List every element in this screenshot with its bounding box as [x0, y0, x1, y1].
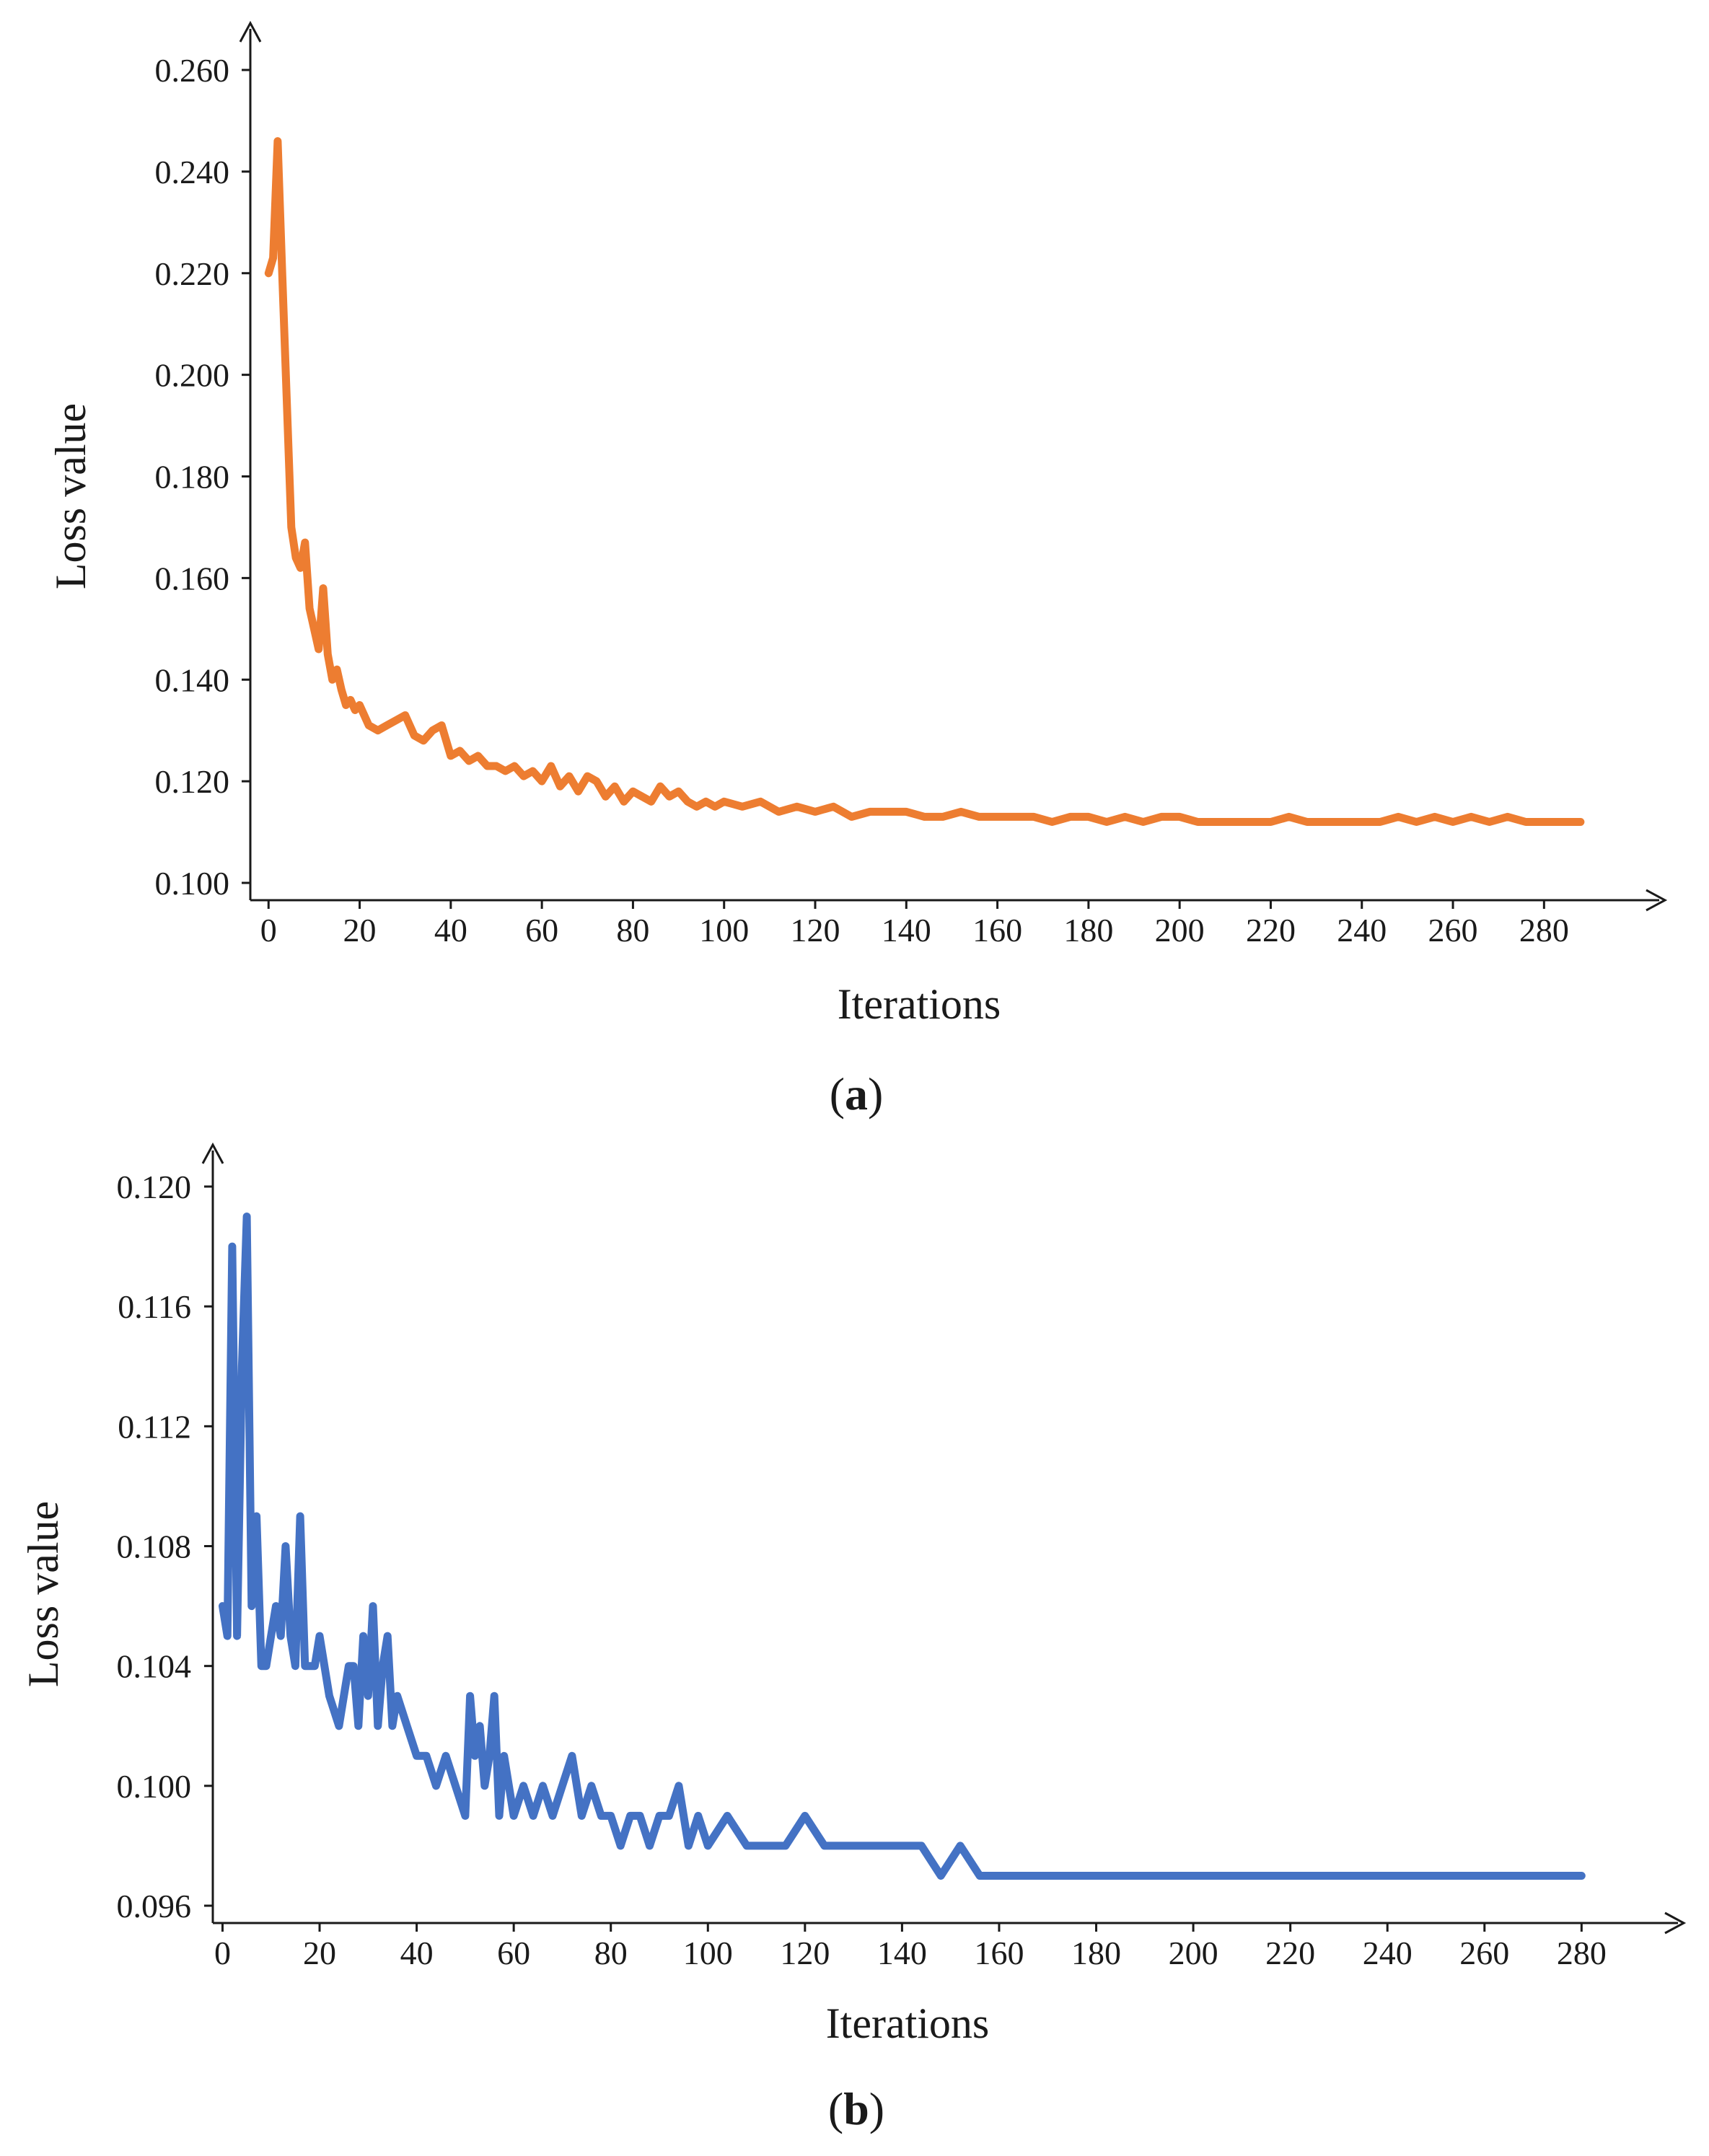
chart-b-x-tick-label: 220: [1265, 1935, 1315, 1971]
chart-a-x-axis-title: Iterations: [838, 980, 1001, 1028]
chart-b-y-tick-label: 0.100: [117, 1768, 192, 1805]
chart-b-y-tick-label: 0.116: [118, 1288, 191, 1325]
chart-b-y-ticks: 0.096 0.100 0.104 0.108 0.112 0.116 0.120: [117, 1169, 213, 1924]
chart-b-x-tick-label: 180: [1071, 1935, 1121, 1971]
chart-b-y-axis-title: Loss value: [19, 1501, 67, 1687]
chart-a-x-tick-label: 260: [1428, 912, 1478, 949]
chart-a-x-tick-label: 60: [525, 912, 558, 949]
chart-b-x-tick-label: 140: [877, 1935, 927, 1971]
chart-a-y-tick-label: 0.160: [155, 560, 230, 597]
chart-a-y-axis-title: Loss value: [47, 403, 95, 589]
chart-b-x-tick-label: 200: [1169, 1935, 1218, 1971]
chart-a-x-tick-label: 160: [972, 912, 1022, 949]
chart-a-y-tick-label: 0.200: [155, 357, 230, 394]
chart-b-x-tick-label: 260: [1459, 1935, 1509, 1971]
chart-a-y-tick-label: 0.120: [155, 763, 230, 800]
chart-a-y-tick-label: 0.180: [155, 459, 230, 496]
chart-a-panel-label: (a): [830, 1068, 884, 1119]
chart-b-series-line: [219, 1213, 1586, 1880]
chart-a: 0.100 0.120 0.140 0.160 0.180 0.200 0.220 0.240…: [47, 20, 1668, 1119]
chart-a-y-tick-label: 0.220: [155, 255, 230, 292]
chart-b-x-tick-label: 240: [1363, 1935, 1413, 1971]
chart-a-x-tick-label: 20: [343, 912, 377, 949]
chart-b-panel-label: (b): [828, 2083, 884, 2134]
chart-b-y-tick-label: 0.104: [117, 1648, 192, 1685]
chart-a-y-tick-label: 0.260: [155, 52, 230, 89]
chart-b-x-tick-label: 20: [303, 1935, 336, 1971]
chart-b-y-arrow: [201, 1142, 224, 1164]
chart-a-x-tick-label: 40: [434, 912, 467, 949]
chart-b-x-tick-label: 280: [1557, 1935, 1607, 1971]
chart-b-axes: [201, 1142, 1687, 1935]
chart-a-x-tick-label: 220: [1246, 912, 1296, 949]
chart-a-y-ticks: 0.100 0.120 0.140 0.160 0.180 0.200 0.220 0.240…: [155, 52, 250, 902]
chart-a-x-tick-label: 140: [882, 912, 931, 949]
chart-b-x-tick-label: 40: [400, 1935, 434, 1971]
chart-b-x-axis-title: Iterations: [826, 1999, 990, 2047]
chart-b-y-tick-label: 0.112: [118, 1408, 191, 1445]
chart-b-y-tick-label: 0.096: [117, 1888, 192, 1924]
chart-a-axes: [239, 20, 1668, 912]
chart-a-x-tick-label: 180: [1063, 912, 1113, 949]
chart-b-x-tick-label: 80: [594, 1935, 628, 1971]
chart-a-y-tick-label: 0.140: [155, 661, 230, 698]
chart-a-series-line: [264, 137, 1585, 826]
chart-a-x-ticks: 0 20 40 60 80 100 120 140 160 180 200 220 240 260 280: [260, 900, 1569, 949]
chart-b-x-ticks: 0 20 40 60 80 100 120 140 160 180 200 220 240 260 280: [214, 1923, 1607, 1971]
chart-a-y-tick-label: 0.240: [155, 154, 230, 190]
chart-b-x-arrow: [1664, 1911, 1687, 1935]
chart-b-y-tick-label: 0.108: [117, 1528, 192, 1565]
chart-a-y-arrow: [239, 20, 262, 43]
chart-b-x-tick-label: 160: [974, 1935, 1024, 1971]
chart-b-y-tick-label: 0.120: [117, 1169, 192, 1205]
chart-a-x-tick-label: 120: [791, 912, 840, 949]
chart-a-panel-letter: a: [845, 1068, 868, 1119]
chart-b-x-tick-label: 120: [780, 1935, 830, 1971]
chart-b-x-tick-label: 0: [214, 1935, 231, 1971]
chart-a-x-arrow: [1646, 889, 1668, 912]
chart-b-x-tick-label: 100: [683, 1935, 733, 1971]
chart-a-x-tick-label: 80: [616, 912, 649, 949]
chart-a-x-tick-label: 200: [1155, 912, 1205, 949]
chart-a-x-tick-label: 0: [260, 912, 277, 949]
chart-b: 0.096 0.100 0.104 0.108 0.112 0.116 0.120 0 20 4…: [19, 1142, 1687, 2134]
chart-a-x-tick-label: 280: [1519, 912, 1569, 949]
chart-a-x-tick-label: 240: [1337, 912, 1387, 949]
chart-a-y-tick-label: 0.100: [155, 865, 230, 902]
chart-a-x-tick-label: 100: [699, 912, 749, 949]
chart-b-panel-letter: b: [843, 2083, 869, 2134]
chart-b-x-tick-label: 60: [497, 1935, 530, 1971]
